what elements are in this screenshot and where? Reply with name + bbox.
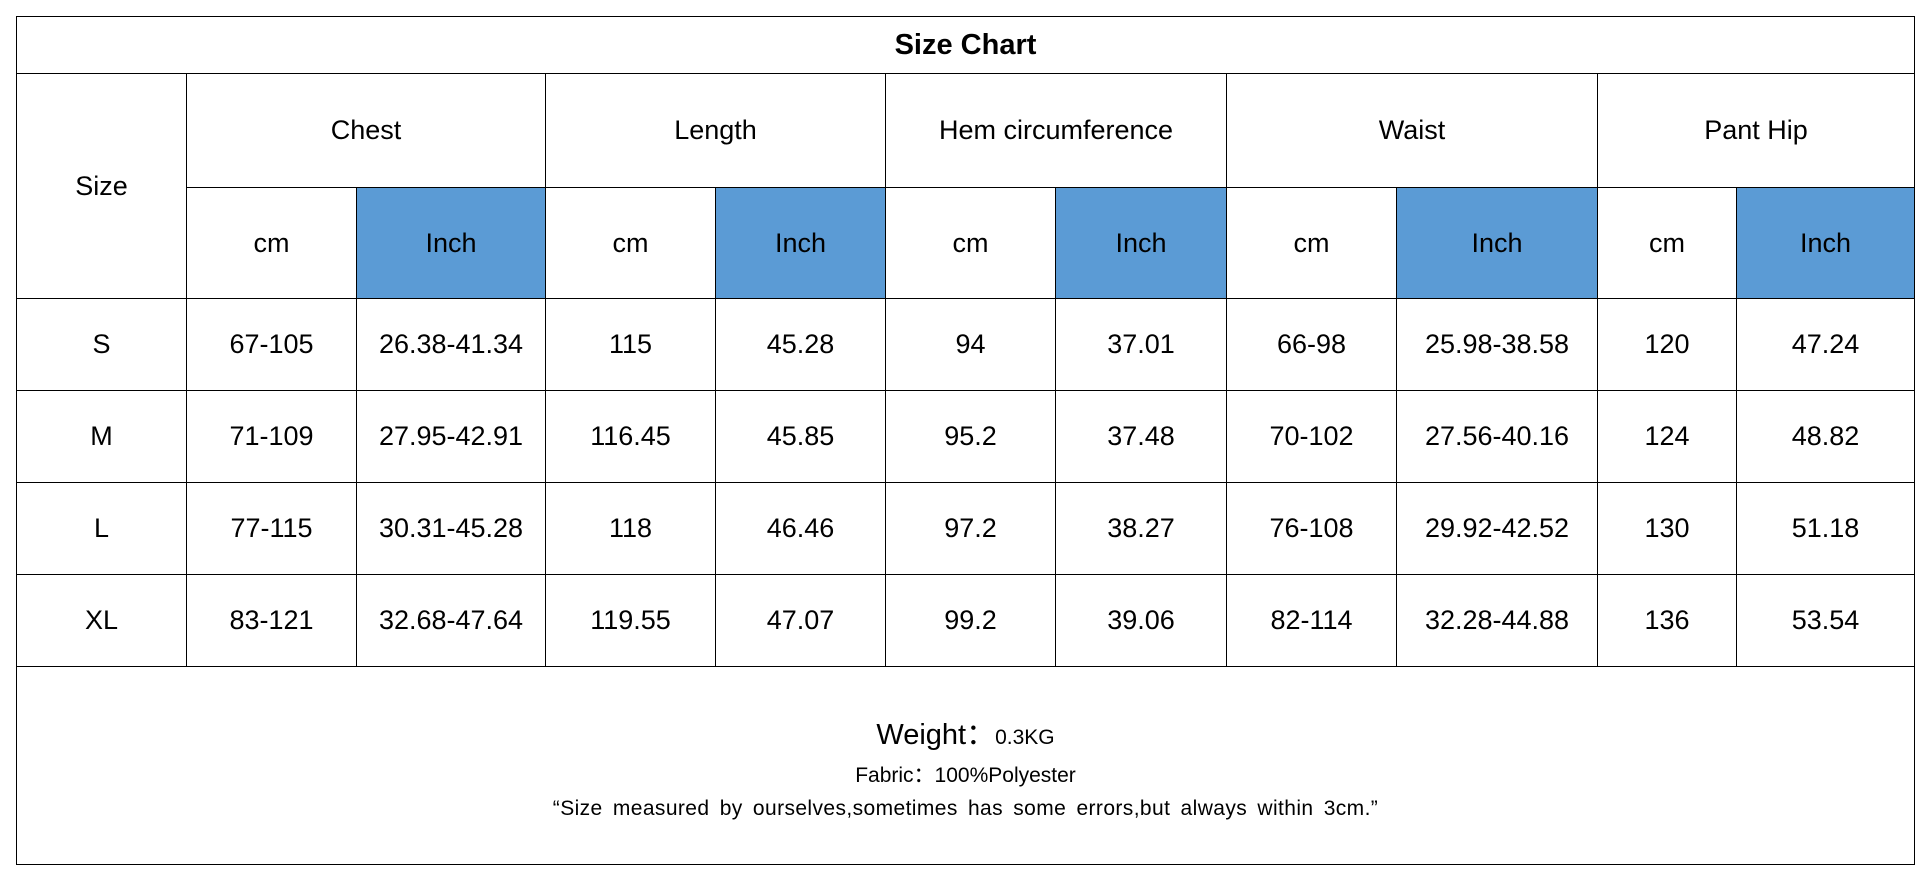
footer-row: Weight：0.3KG Fabric：100%Polyester “Size me…: [16, 666, 1915, 865]
cell: 30.31-45.28: [356, 482, 546, 575]
unit-header: cm: [545, 187, 716, 299]
cell: 37.01: [1055, 298, 1227, 391]
cell: 27.56-40.16: [1396, 390, 1598, 483]
data-row: M 71-109 27.95-42.91 116.45 45.85 95.2 37.48 70…: [16, 390, 1915, 483]
cell: 67-105: [186, 298, 357, 391]
cell: 97.2: [885, 482, 1056, 575]
cell: 115: [545, 298, 716, 391]
unit-header: Inch: [715, 187, 886, 299]
group-header: Hem circumference: [885, 73, 1227, 188]
cell: 77-115: [186, 482, 357, 575]
cell: L: [16, 482, 187, 575]
cell: 94: [885, 298, 1056, 391]
group-header: Chest: [186, 73, 546, 188]
size-header: Size: [16, 73, 187, 299]
group-header: Pant Hip: [1597, 73, 1915, 188]
unit-header: cm: [186, 187, 357, 299]
cell: 83-121: [186, 574, 357, 667]
weight-label: Weight：: [876, 718, 996, 751]
cell: 71-109: [186, 390, 357, 483]
cell: 130: [1597, 482, 1737, 575]
cell: 26.38-41.34: [356, 298, 546, 391]
cell: 124: [1597, 390, 1737, 483]
footer: Weight：0.3KG Fabric：100%Polyester “Size me…: [16, 666, 1915, 865]
cell: 66-98: [1226, 298, 1397, 391]
cell: S: [16, 298, 187, 391]
unit-header: Inch: [356, 187, 546, 299]
cell: 45.85: [715, 390, 886, 483]
cell: 82-114: [1226, 574, 1397, 667]
cell: 45.28: [715, 298, 886, 391]
cell: 29.92-42.52: [1396, 482, 1598, 575]
fabric: Fabric：100%Polyester: [855, 763, 1076, 787]
unit-header: cm: [885, 187, 1056, 299]
cell: 32.28-44.88: [1396, 574, 1598, 667]
cell: 51.18: [1736, 482, 1915, 575]
cell: XL: [16, 574, 187, 667]
size-chart-table: Size Chart Size Chest Length Hem circumfere…: [16, 16, 1915, 865]
cell: 46.46: [715, 482, 886, 575]
unit-header: Inch: [1396, 187, 1598, 299]
unit-header: Inch: [1736, 187, 1915, 299]
cell: 39.06: [1055, 574, 1227, 667]
unit-row: cm Inch cm Inch cm Inch cm Inch cm Inch: [17, 187, 1915, 299]
cell: M: [16, 390, 187, 483]
data-row: XL 83-121 32.68-47.64 119.55 47.07 99.2 39.06 8…: [16, 574, 1915, 667]
unit-header: cm: [1597, 187, 1737, 299]
title: Size Chart: [16, 16, 1915, 74]
cell: 37.48: [1055, 390, 1227, 483]
weight-line: Weight：0.3KG: [17, 711, 1914, 753]
cell: 119.55: [545, 574, 716, 667]
cell: 136: [1597, 574, 1737, 667]
note: “Size measured by ourselves,sometimes ha…: [552, 796, 1379, 820]
table-body: Size Chart Size Chest Length Hem circumfere…: [16, 16, 1915, 865]
unit-header: Inch: [1055, 187, 1227, 299]
cell: 47.07: [715, 574, 886, 667]
cell: 99.2: [885, 574, 1056, 667]
data-row: L 77-115 30.31-45.28 118 46.46 97.2 38.27 76-10…: [16, 482, 1915, 575]
cell: 47.24: [1736, 298, 1915, 391]
unit-header: cm: [1226, 187, 1397, 299]
cell: 70-102: [1226, 390, 1397, 483]
cell: 48.82: [1736, 390, 1915, 483]
cell: 38.27: [1055, 482, 1227, 575]
cell: 27.95-42.91: [356, 390, 546, 483]
weight-value: 0.3KG: [995, 725, 1055, 749]
cell: 120: [1597, 298, 1737, 391]
group-header: Waist: [1226, 73, 1598, 188]
cell: 76-108: [1226, 482, 1397, 575]
cell: 95.2: [885, 390, 1056, 483]
group-header: Length: [545, 73, 886, 188]
cell: 53.54: [1736, 574, 1915, 667]
cell: 116.45: [545, 390, 716, 483]
group-row: Size Chest Length Hem circumference Waist Pan…: [16, 73, 1915, 299]
cell: 32.68-47.64: [356, 574, 546, 667]
data-row: S 67-105 26.38-41.34 115 45.28 94 37.01 66-98 25…: [16, 298, 1915, 391]
cell: 25.98-38.58: [1396, 298, 1598, 391]
cell: 118: [545, 482, 716, 575]
